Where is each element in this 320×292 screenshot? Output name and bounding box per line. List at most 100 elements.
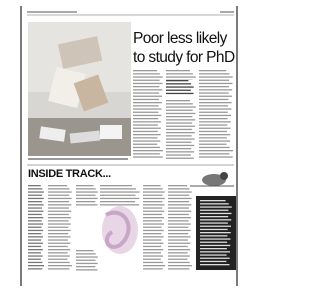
text-line <box>143 198 165 199</box>
text-line <box>76 269 97 270</box>
text-line <box>199 140 230 141</box>
text-line <box>200 219 231 220</box>
text-line <box>100 185 132 186</box>
text-line <box>133 76 163 77</box>
text-line <box>143 188 163 189</box>
text-line <box>143 227 162 228</box>
text-line <box>199 73 229 74</box>
text-line <box>168 239 188 240</box>
text-line <box>143 236 164 237</box>
text-line <box>143 185 161 186</box>
text-line <box>133 105 159 106</box>
text-line <box>168 233 188 234</box>
text-line <box>168 214 189 215</box>
text-line <box>76 188 96 189</box>
text-line <box>166 93 194 94</box>
text-line <box>166 142 191 143</box>
text-line <box>100 204 139 205</box>
text-line <box>28 220 42 221</box>
text-line <box>168 246 188 247</box>
text-line <box>199 153 229 154</box>
text-line <box>28 211 43 212</box>
text-line <box>48 262 70 263</box>
text-line <box>200 261 226 262</box>
text-line <box>200 245 230 246</box>
text-line <box>28 262 42 263</box>
text-line <box>28 252 41 253</box>
text-line <box>48 211 71 212</box>
text-line <box>199 80 229 81</box>
text-line <box>28 243 43 244</box>
text-line <box>133 147 160 148</box>
text-line <box>28 249 43 250</box>
text-line <box>133 86 159 87</box>
text-line <box>166 113 196 114</box>
text-line <box>168 268 190 269</box>
text-line <box>48 214 69 215</box>
text-line <box>28 201 42 202</box>
text-line <box>143 220 162 221</box>
text-line <box>168 195 189 196</box>
text-line <box>133 124 158 125</box>
text-line <box>133 70 157 71</box>
text-line <box>48 223 71 224</box>
text-line <box>199 137 227 138</box>
photo-caption <box>28 158 128 160</box>
text-line <box>143 207 162 208</box>
text-line <box>76 204 97 205</box>
text-line <box>133 144 157 145</box>
newspaper-page: Poor less likely to study for PhD INSIDE… <box>0 0 254 292</box>
text-line <box>143 201 162 202</box>
text-line <box>166 135 192 136</box>
text-line <box>133 92 159 93</box>
text-line <box>166 80 188 81</box>
text-line <box>199 92 229 93</box>
text-line <box>199 128 231 129</box>
text-line <box>143 217 164 218</box>
illustration <box>102 206 138 254</box>
text-line <box>166 76 196 77</box>
text-line <box>199 134 230 135</box>
text-line <box>28 230 43 231</box>
text-line <box>28 233 41 234</box>
text-line <box>133 150 163 151</box>
text-line <box>76 253 96 254</box>
text-line <box>199 150 233 151</box>
text-line <box>200 232 231 233</box>
photo <box>28 22 131 156</box>
text-line <box>28 236 43 237</box>
text-line <box>166 90 191 91</box>
text-line <box>133 102 162 103</box>
text-line <box>200 238 230 239</box>
text-line <box>199 105 228 106</box>
text-line <box>166 116 192 117</box>
text-line <box>166 73 193 74</box>
text-line <box>166 83 191 84</box>
text-line <box>28 191 44 192</box>
text-line <box>100 188 136 189</box>
text-line <box>48 268 70 269</box>
text-line <box>76 198 98 199</box>
text-line <box>48 246 68 247</box>
text-line <box>133 118 158 119</box>
text-line <box>48 207 69 208</box>
text-line <box>48 185 67 186</box>
folio-text <box>27 11 77 13</box>
text-line <box>133 99 159 100</box>
text-line <box>76 185 94 186</box>
text-line <box>133 83 163 84</box>
text-line <box>28 255 43 256</box>
text-line <box>48 236 70 237</box>
text-line <box>48 201 69 202</box>
text-line <box>168 255 190 256</box>
text-line <box>200 203 229 204</box>
text-line <box>166 122 192 123</box>
text-line <box>200 213 231 214</box>
text-line <box>76 260 96 261</box>
text-line <box>168 236 190 237</box>
text-line <box>133 137 157 138</box>
text-line <box>133 80 160 81</box>
text-line <box>133 112 158 113</box>
text-line <box>200 254 227 255</box>
text-line <box>199 102 232 103</box>
